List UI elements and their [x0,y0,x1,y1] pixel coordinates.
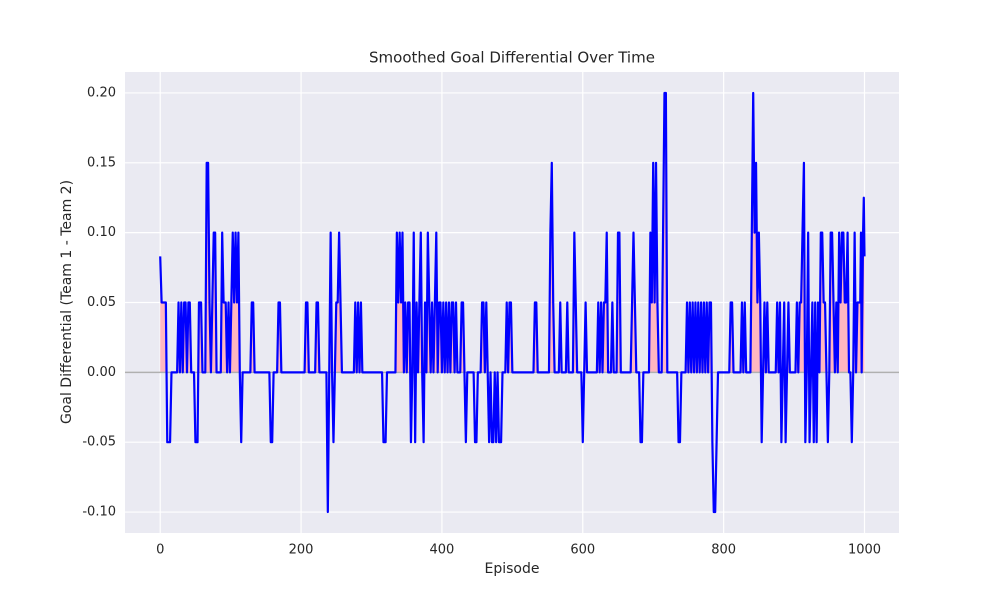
x-tick-label: 800 [711,543,736,558]
x-tick-label: 400 [430,543,455,558]
data-line [159,91,866,514]
y-axis-label: Goal Differential (Team 1 - Team 2) [59,180,75,424]
chart-title: Smoothed Goal Differential Over Time [369,49,655,67]
x-axis-label: Episode [485,561,540,577]
x-tick-label: 1000 [848,543,881,558]
y-tick-label: 0.10 [87,225,116,240]
x-tick-label: 600 [570,543,595,558]
x-tick-label: 200 [289,543,314,558]
x-tick-label: 0 [156,543,164,558]
y-tick-label: 0.20 [87,85,116,100]
y-tick-label: 0.15 [87,155,116,170]
y-tick-label: 0.05 [87,295,116,310]
y-tick-label: -0.10 [82,505,116,520]
y-tick-label: 0.00 [87,365,116,380]
y-tick-label: -0.05 [82,435,116,450]
